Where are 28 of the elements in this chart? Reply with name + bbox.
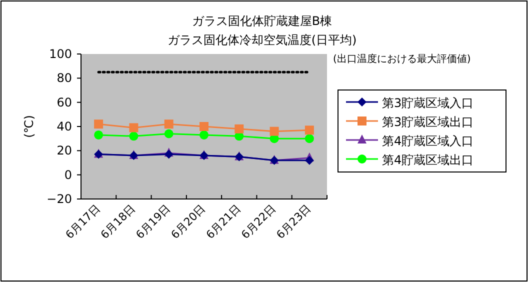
legend-label: 第4貯蔵区域出口 xyxy=(382,153,474,167)
legend-label: 第3貯蔵区域入口 xyxy=(382,96,474,110)
point xyxy=(234,124,244,134)
point xyxy=(200,122,208,131)
y-tick-label: 60 xyxy=(56,95,72,110)
point xyxy=(129,123,138,132)
point xyxy=(270,126,279,136)
y-tick-label: 100 xyxy=(49,47,72,61)
y-tick-label: 80 xyxy=(56,71,72,86)
y-tick-label: 0 xyxy=(64,168,72,182)
y-axis-title: (℃) xyxy=(22,115,36,138)
legend-label: 第4貯蔵区域入口 xyxy=(382,134,474,148)
point xyxy=(164,120,174,129)
y-tick-label: −20 xyxy=(46,192,72,206)
ref-line-label: (出口温度における最大評価値) xyxy=(333,53,471,66)
legend-label: 第3貯蔵区域出口 xyxy=(382,115,474,129)
point xyxy=(304,156,314,165)
point xyxy=(304,134,314,144)
point xyxy=(94,130,104,140)
y-tick-label: 20 xyxy=(56,144,72,158)
point xyxy=(304,126,314,135)
chart-title: ガラス固化体貯蔵建屋B棟 xyxy=(192,14,332,28)
chart-subtitle: ガラス固化体冷却空気温度(日平均) xyxy=(167,33,357,47)
point xyxy=(94,120,104,129)
point xyxy=(164,129,174,138)
y-tick-label: 40 xyxy=(56,120,72,134)
point xyxy=(200,130,208,140)
point xyxy=(129,132,138,141)
